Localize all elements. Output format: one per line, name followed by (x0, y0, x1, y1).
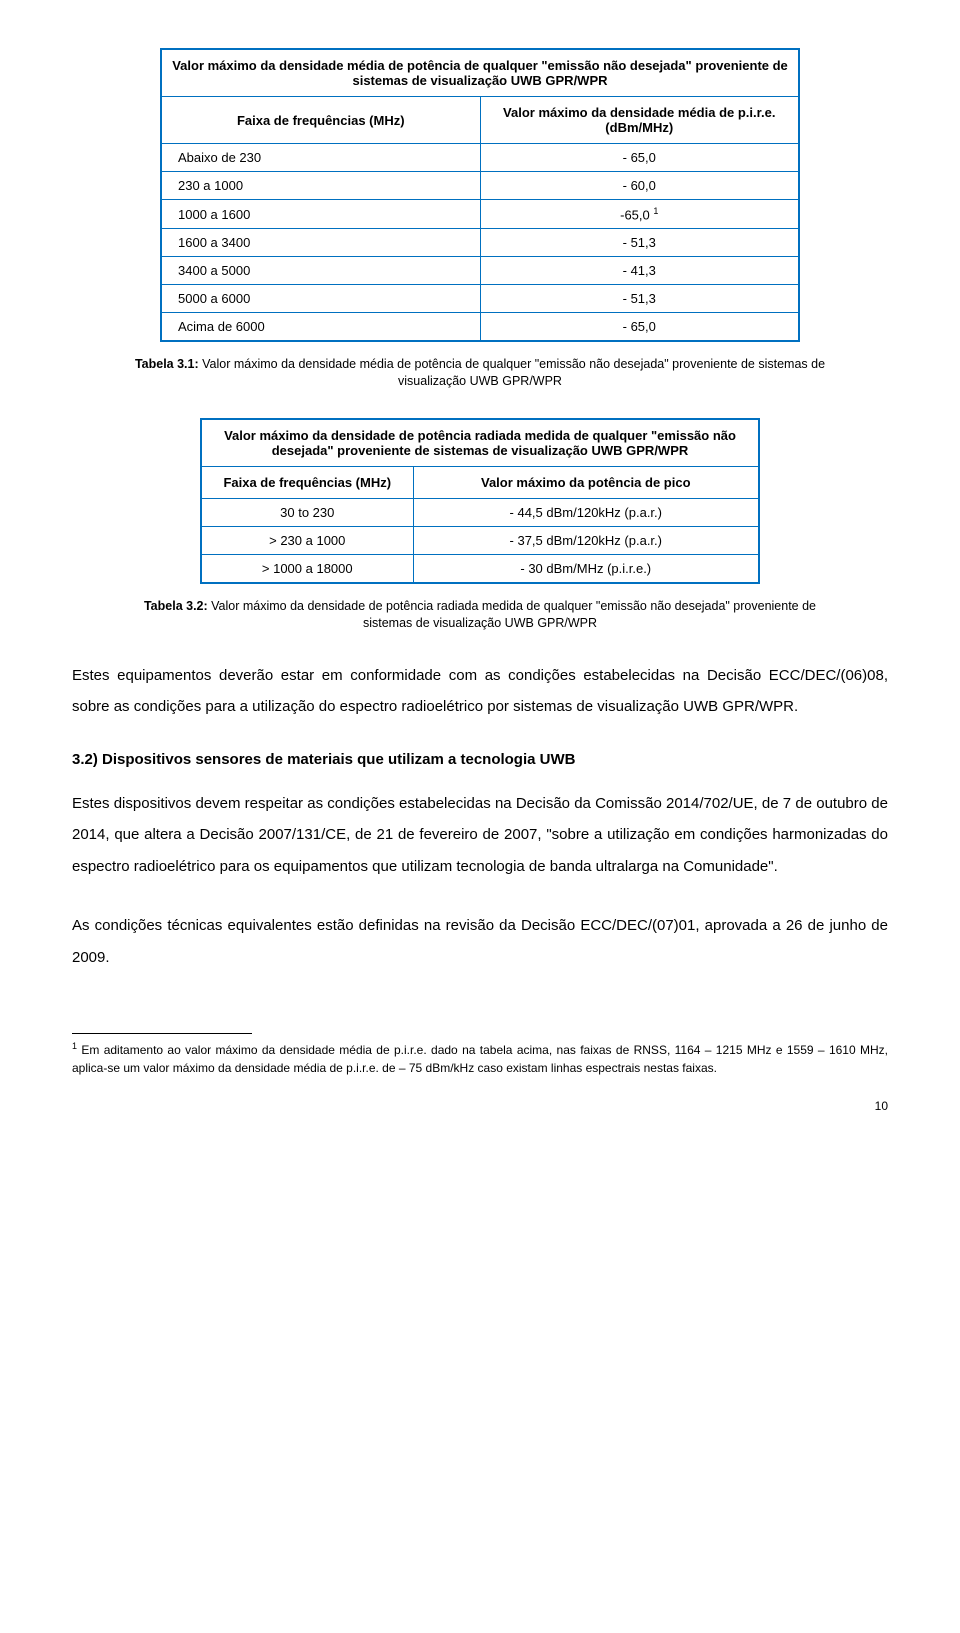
table2-r2-freq: > 1000 a 18000 (201, 555, 413, 584)
table1-title: Valor máximo da densidade média de potên… (161, 49, 799, 97)
table1-r4-val: - 41,3 (480, 257, 799, 285)
page-number: 10 (72, 1099, 888, 1113)
table1-r6-val: - 65,0 (480, 313, 799, 342)
table-row: 30 to 230 - 44,5 dBm/120kHz (p.a.r.) (201, 499, 759, 527)
table1-r0-val: - 65,0 (480, 144, 799, 172)
table2-r0-freq: 30 to 230 (201, 499, 413, 527)
table1-r2-freq: 1000 a 1600 (161, 200, 480, 229)
footnote-separator (72, 1033, 252, 1034)
table2-col0-header: Faixa de frequências (MHz) (201, 467, 413, 499)
table-row: 230 a 1000 - 60,0 (161, 172, 799, 200)
table-row: 1600 a 3400 - 51,3 (161, 229, 799, 257)
table1-r1-freq: 230 a 1000 (161, 172, 480, 200)
table1-r6-freq: Acima de 6000 (161, 313, 480, 342)
table-peak-power: Valor máximo da densidade de potência ra… (200, 418, 760, 584)
table-row: 1000 a 1600 -65,0 1 (161, 200, 799, 229)
caption-table1: Tabela 3.1: Valor máximo da densidade mé… (130, 356, 830, 390)
table1-r2-val: -65,0 1 (480, 200, 799, 229)
table2-col1-header: Valor máximo da potência de pico (413, 467, 759, 499)
table2-r1-freq: > 230 a 1000 (201, 527, 413, 555)
table2-title: Valor máximo da densidade de potência ra… (201, 419, 759, 467)
table-row: 5000 a 6000 - 51,3 (161, 285, 799, 313)
table-row: > 1000 a 18000 - 30 dBm/MHz (p.i.r.e.) (201, 555, 759, 584)
table-row: 3400 a 5000 - 41,3 (161, 257, 799, 285)
section-heading: 3.2) Dispositivos sensores de materiais … (72, 751, 888, 768)
table2-r1-val: - 37,5 dBm/120kHz (p.a.r.) (413, 527, 759, 555)
table-row: Acima de 6000 - 65,0 (161, 313, 799, 342)
caption2-label: Tabela 3.2: (144, 599, 208, 613)
paragraph-2: Estes dispositivos devem respeitar as co… (72, 788, 888, 883)
footnote-1: 1 Em aditamento ao valor máximo da densi… (72, 1040, 888, 1077)
caption2-text: Valor máximo da densidade de potência ra… (208, 599, 816, 630)
table-row: Abaixo de 230 - 65,0 (161, 144, 799, 172)
table2-r0-val: - 44,5 dBm/120kHz (p.a.r.) (413, 499, 759, 527)
table1-r1-val: - 60,0 (480, 172, 799, 200)
table1-r5-val: - 51,3 (480, 285, 799, 313)
table-emission-density: Valor máximo da densidade média de potên… (160, 48, 800, 342)
table1-r3-val: - 51,3 (480, 229, 799, 257)
table1-r0-freq: Abaixo de 230 (161, 144, 480, 172)
table1-col1-header: Valor máximo da densidade média de p.i.r… (480, 97, 799, 144)
table1-r5-freq: 5000 a 6000 (161, 285, 480, 313)
footnote-text: Em aditamento ao valor máximo da densida… (72, 1043, 888, 1075)
table1-col0-header: Faixa de frequências (MHz) (161, 97, 480, 144)
caption1-label: Tabela 3.1: (135, 357, 199, 371)
caption-table2: Tabela 3.2: Valor máximo da densidade de… (130, 598, 830, 632)
paragraph-1: Estes equipamentos deverão estar em conf… (72, 660, 888, 723)
table1-r4-freq: 3400 a 5000 (161, 257, 480, 285)
paragraph-3: As condições técnicas equivalentes estão… (72, 910, 888, 973)
table2-r2-val: - 30 dBm/MHz (p.i.r.e.) (413, 555, 759, 584)
table1-r3-freq: 1600 a 3400 (161, 229, 480, 257)
caption1-text: Valor máximo da densidade média de potên… (199, 357, 825, 388)
table-row: > 230 a 1000 - 37,5 dBm/120kHz (p.a.r.) (201, 527, 759, 555)
